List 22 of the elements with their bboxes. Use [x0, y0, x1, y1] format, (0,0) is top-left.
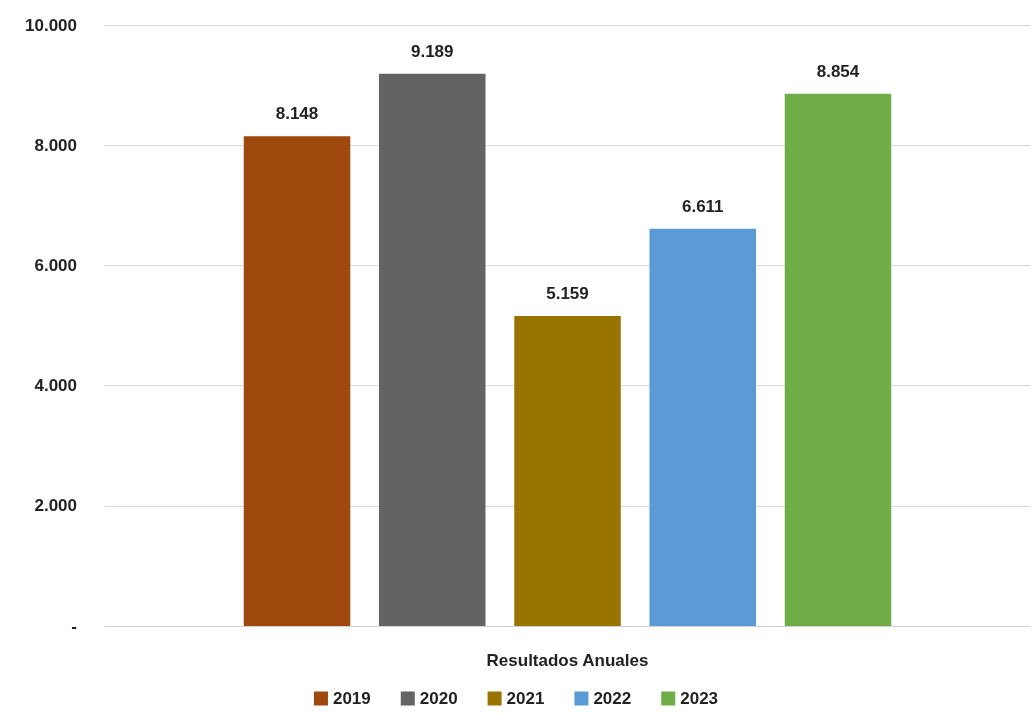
- y-tick-label: 4.000: [34, 376, 77, 396]
- bar: [379, 73, 486, 626]
- bar: [649, 228, 756, 626]
- legend-label: 2021: [506, 689, 545, 708]
- bar: [243, 136, 351, 626]
- y-tick-label: -: [71, 616, 77, 636]
- y-tick-label: 6.000: [34, 255, 77, 275]
- y-tick-label: 10.000: [25, 15, 77, 35]
- y-tick-label: 8.000: [34, 135, 77, 155]
- legend-label: 2023: [680, 689, 719, 708]
- bar: [784, 93, 892, 626]
- x-tick-label: Resultados Anuales: [486, 651, 649, 670]
- data-label: 9.189: [410, 41, 454, 61]
- bar: [514, 315, 621, 626]
- legend-label: 2019: [332, 689, 371, 708]
- data-label: 8.148: [275, 104, 319, 124]
- legend-label: 2020: [419, 689, 458, 708]
- legend-label: 2022: [593, 689, 632, 708]
- data-label: 6.611: [681, 196, 724, 216]
- data-label: 8.854: [816, 61, 860, 81]
- y-tick-label: 2.000: [34, 496, 77, 516]
- data-label: 5.159: [546, 283, 589, 303]
